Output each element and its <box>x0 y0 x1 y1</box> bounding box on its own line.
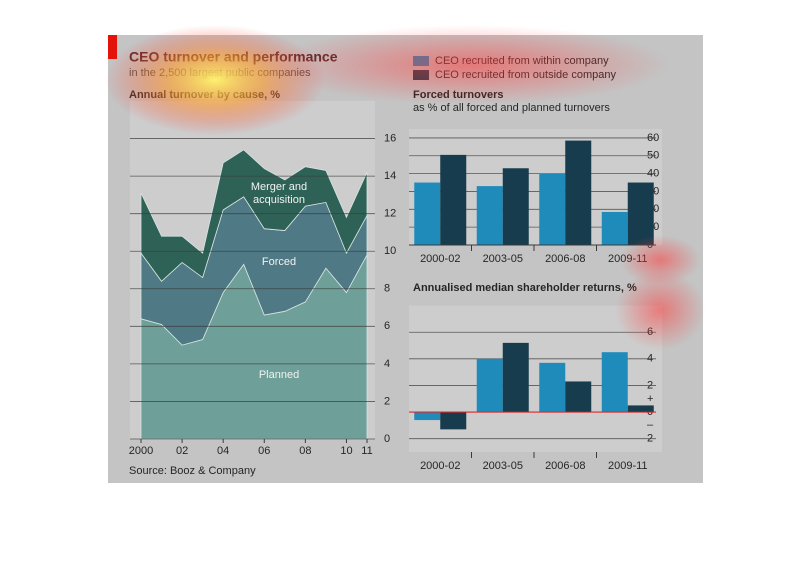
x-tick-label: 2000-02 <box>420 253 460 265</box>
subtitle: in the 2,500 largest public companies <box>129 67 311 79</box>
bar <box>539 173 566 245</box>
y-tick-label: 6 <box>647 326 653 338</box>
legend-swatch <box>413 56 429 66</box>
x-tick-label: 2006-08 <box>545 253 585 265</box>
x-tick-label: 2006-08 <box>545 460 585 472</box>
x-tick-label: 08 <box>299 445 311 457</box>
y-tick-label: 2 <box>647 379 653 391</box>
axis-sign: + <box>647 393 653 405</box>
x-tick-label: 04 <box>217 445 229 457</box>
y-tick-label: 0 <box>384 433 390 445</box>
bar <box>502 168 529 245</box>
y-tick-label: 4 <box>384 358 390 370</box>
y-tick-label: 8 <box>384 283 390 295</box>
bar <box>440 412 467 430</box>
y-tick-label: 40 <box>647 168 659 180</box>
brand-tab <box>108 35 117 59</box>
legend-swatch <box>413 70 429 80</box>
x-tick-label: 06 <box>258 445 270 457</box>
x-tick-label: 11 <box>361 445 372 457</box>
bar <box>627 405 654 413</box>
bar <box>476 186 503 245</box>
bar <box>539 362 566 413</box>
title: CEO turnover and performance <box>129 49 338 65</box>
bar <box>414 412 441 421</box>
y-tick-label: 2 <box>647 433 653 445</box>
y-tick-label: 4 <box>647 353 653 365</box>
bar <box>601 352 628 413</box>
x-tick-label: 2009-11 <box>608 253 648 265</box>
x-tick-label: 10 <box>340 445 352 457</box>
x-tick-label: 2003-05 <box>483 253 523 265</box>
y-tick-label: 6 <box>384 320 390 332</box>
legend-label: CEO recruited from within company <box>435 55 609 67</box>
legend-label: CEO recruited from outside company <box>435 69 616 81</box>
x-tick-label: 2009-11 <box>608 460 648 472</box>
bar <box>440 154 467 245</box>
chart-title: Forced turnovers <box>413 89 503 101</box>
y-tick-label: 12 <box>384 208 396 220</box>
area-label: Merger and acquisition <box>251 181 307 206</box>
y-tick-label: 50 <box>647 150 659 162</box>
x-tick-label: 2000 <box>129 445 153 457</box>
area-label: Planned <box>259 369 299 381</box>
bar <box>627 182 654 245</box>
bar <box>601 211 628 245</box>
bar <box>565 381 592 413</box>
y-tick-label: 60 <box>647 132 659 144</box>
bar <box>476 358 503 413</box>
x-tick-label: 2003-05 <box>483 460 523 472</box>
y-tick-label: 14 <box>384 170 396 182</box>
y-tick-label: 16 <box>384 132 396 144</box>
chart-subtitle: as % of all forced and planned turnovers <box>413 102 610 114</box>
y-tick-label: 2 <box>384 395 390 407</box>
x-tick-label: 02 <box>176 445 188 457</box>
area <box>140 149 368 282</box>
chart-title: Annual turnover by cause, % <box>129 89 280 101</box>
bar <box>502 342 529 413</box>
chart-title: Annualised median shareholder returns, % <box>413 282 637 294</box>
bar <box>565 140 592 245</box>
bar <box>414 182 441 245</box>
axis-sign: – <box>647 419 654 431</box>
source: Source: Booz & Company <box>129 465 256 477</box>
area-label: Forced <box>262 256 296 268</box>
x-tick-label: 2000-02 <box>420 460 460 472</box>
y-tick-label: 10 <box>384 245 396 257</box>
